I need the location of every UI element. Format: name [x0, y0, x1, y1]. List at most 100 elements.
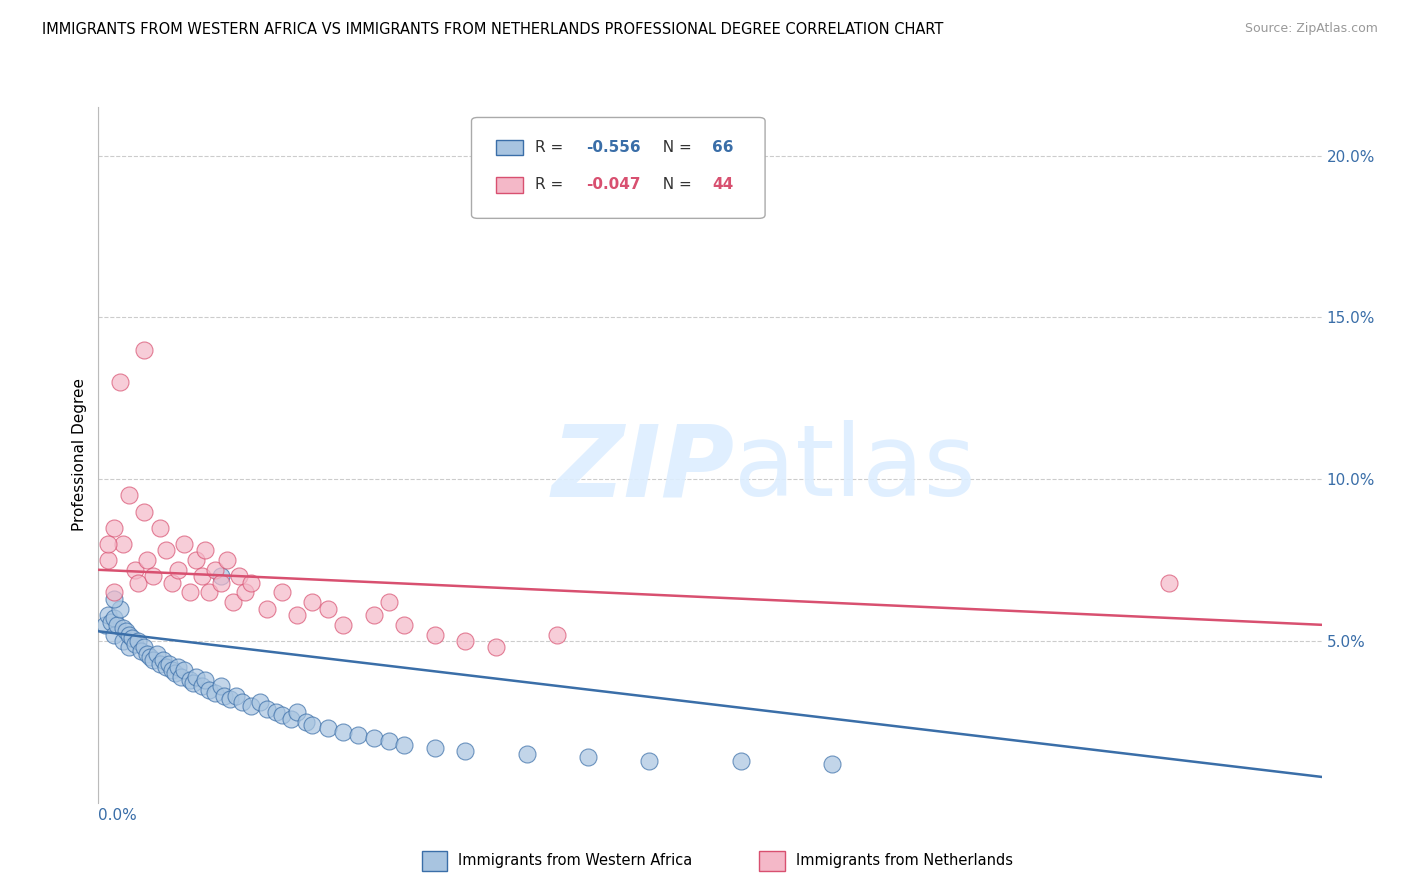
Point: [103, 611, 125, 625]
Point: [454, 634, 477, 648]
Point: [121, 631, 143, 645]
Point: [118, 640, 141, 655]
Point: [485, 640, 508, 655]
Point: [222, 595, 245, 609]
Point: [118, 627, 141, 641]
Point: [454, 744, 477, 758]
Text: -0.047: -0.047: [586, 178, 641, 193]
Point: [204, 563, 226, 577]
Point: [204, 686, 226, 700]
Point: [103, 627, 125, 641]
Point: [233, 585, 256, 599]
Point: [103, 585, 125, 599]
Point: [191, 679, 214, 693]
Point: [821, 756, 844, 771]
Point: [186, 670, 208, 684]
Point: [139, 650, 162, 665]
Point: [179, 673, 201, 687]
Bar: [496, 140, 523, 155]
Point: [546, 627, 568, 641]
Point: [225, 689, 247, 703]
Point: [149, 521, 172, 535]
Point: [240, 575, 263, 590]
Point: [97, 553, 120, 567]
Point: [249, 696, 271, 710]
Point: [270, 585, 292, 599]
Point: [163, 666, 186, 681]
Point: [152, 653, 174, 667]
Point: [186, 553, 208, 567]
Point: [124, 637, 146, 651]
Point: [93, 617, 115, 632]
Point: [173, 537, 195, 551]
Point: [194, 543, 217, 558]
Text: R =: R =: [536, 178, 568, 193]
Point: [149, 657, 172, 671]
Point: [378, 734, 401, 748]
Point: [215, 553, 238, 567]
Point: [240, 698, 263, 713]
Text: Immigrants from Western Africa: Immigrants from Western Africa: [458, 854, 693, 868]
Point: [191, 569, 214, 583]
Point: [100, 615, 122, 629]
Point: [270, 708, 292, 723]
Point: [347, 728, 370, 742]
Point: [155, 543, 177, 558]
Point: [209, 569, 232, 583]
Point: [363, 731, 385, 745]
Point: [197, 682, 219, 697]
Point: [209, 575, 232, 590]
Point: [576, 750, 599, 764]
Point: [197, 585, 219, 599]
Text: Immigrants from Netherlands: Immigrants from Netherlands: [796, 854, 1012, 868]
Point: [160, 663, 183, 677]
Point: [160, 575, 183, 590]
Point: [127, 634, 149, 648]
Point: [167, 660, 190, 674]
Text: R =: R =: [536, 140, 568, 155]
Bar: [496, 178, 523, 193]
Point: [392, 738, 416, 752]
Point: [145, 647, 167, 661]
Point: [173, 663, 195, 677]
Point: [212, 689, 235, 703]
Point: [105, 617, 128, 632]
Point: [280, 712, 302, 726]
Point: [264, 705, 287, 719]
Point: [316, 601, 339, 615]
Point: [129, 643, 152, 657]
Point: [136, 647, 159, 661]
Point: [97, 608, 120, 623]
Point: [181, 676, 204, 690]
Point: [423, 740, 446, 755]
Text: 0.0%: 0.0%: [98, 808, 138, 823]
Point: [301, 718, 323, 732]
Point: [142, 653, 165, 667]
Point: [228, 569, 250, 583]
Point: [1157, 575, 1180, 590]
Point: [637, 754, 661, 768]
Text: IMMIGRANTS FROM WESTERN AFRICA VS IMMIGRANTS FROM NETHERLANDS PROFESSIONAL DEGRE: IMMIGRANTS FROM WESTERN AFRICA VS IMMIGR…: [42, 22, 943, 37]
Point: [285, 608, 308, 623]
Text: -0.556: -0.556: [586, 140, 641, 155]
Point: [170, 670, 193, 684]
Point: [256, 601, 278, 615]
Text: 44: 44: [713, 178, 734, 193]
Point: [219, 692, 242, 706]
Point: [127, 575, 149, 590]
Point: [194, 673, 217, 687]
Point: [108, 375, 131, 389]
Y-axis label: Professional Degree: Professional Degree: [72, 378, 87, 532]
Point: [378, 595, 401, 609]
Point: [167, 563, 190, 577]
Text: atlas: atlas: [734, 420, 976, 517]
FancyBboxPatch shape: [471, 118, 765, 219]
Point: [295, 714, 318, 729]
Point: [111, 634, 134, 648]
Point: [730, 754, 752, 768]
Point: [179, 585, 201, 599]
Point: [124, 563, 146, 577]
Point: [103, 521, 125, 535]
Point: [134, 504, 156, 518]
Point: [111, 537, 134, 551]
